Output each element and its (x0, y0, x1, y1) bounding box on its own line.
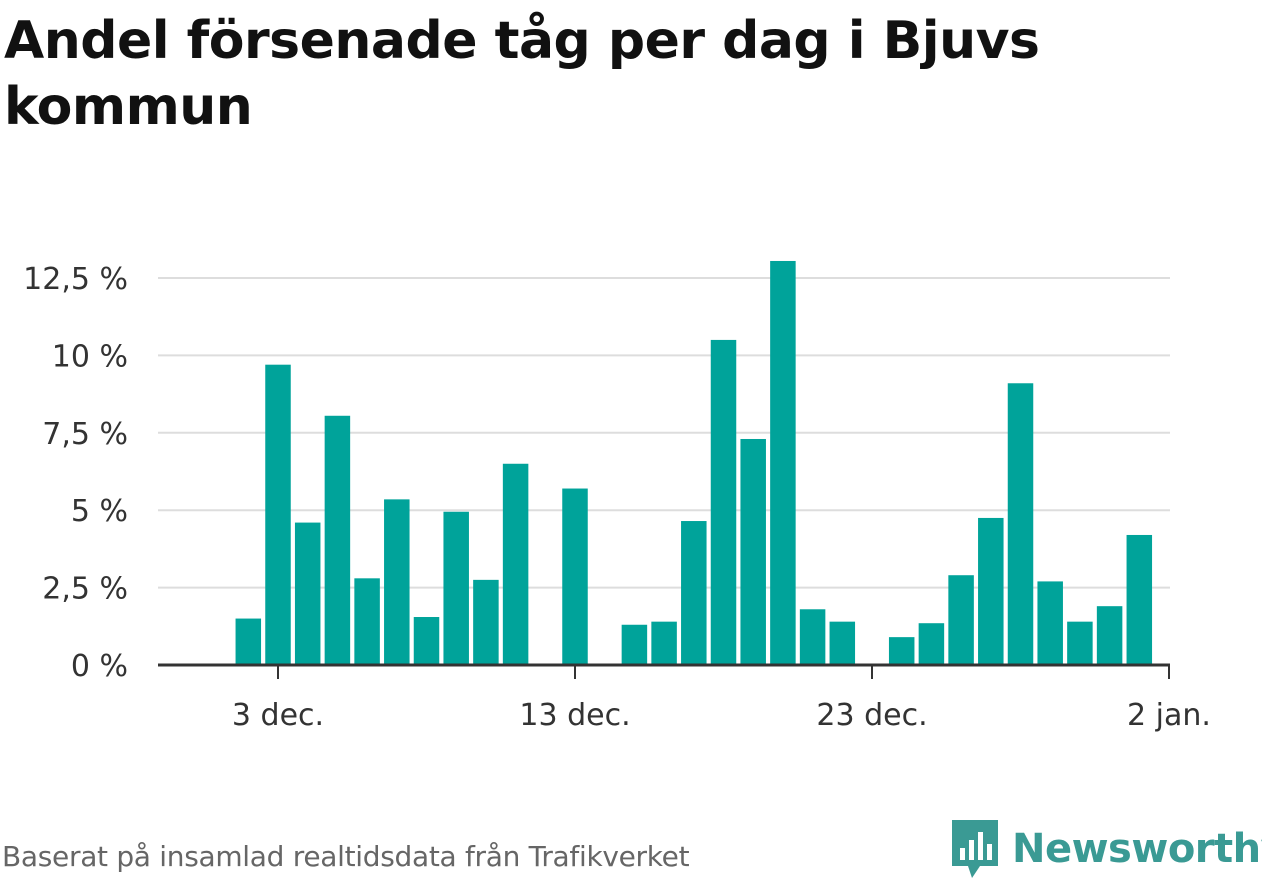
bar (1096, 606, 1123, 665)
bar (651, 621, 677, 665)
bar (235, 618, 262, 665)
bar (1067, 621, 1093, 665)
bar (294, 522, 321, 665)
bar (888, 637, 915, 665)
bar (413, 617, 440, 665)
bar (681, 521, 707, 665)
source-note: Baserat på insamlad realtidsdata från Tr… (2, 840, 690, 873)
newsworthy-logo: Newsworthy (950, 818, 1262, 880)
bar (1007, 383, 1034, 665)
bar (562, 488, 588, 665)
bar (473, 579, 499, 665)
bar (948, 575, 974, 665)
chart-title: Andel försenade tåg per dag i Bjuvs komm… (4, 11, 1040, 137)
x-axis: 3 dec. 13 dec. 23 dec. 2 jan. (158, 663, 1211, 733)
y-tick-label: 12,5 % (23, 262, 128, 297)
bar (502, 463, 529, 665)
bar (1126, 534, 1153, 665)
bar (443, 511, 469, 665)
bar-chart: 0 % 2,5 % 5 % 7,5 % 10 % 12,5 % 3 dec. 13 dec.… (23, 260, 1211, 733)
bar (384, 499, 410, 665)
bar (770, 260, 796, 665)
bar (740, 438, 766, 665)
bar (265, 364, 291, 665)
bar (354, 578, 380, 665)
y-axis-labels: 0 % 2,5 % 5 % 7,5 % 10 % 12,5 % (23, 262, 128, 684)
logo-text: Newsworthy (1012, 826, 1262, 872)
x-tick-label: 23 dec. (816, 698, 927, 733)
bar-chart-speech-bubble-icon (952, 820, 998, 878)
x-tick-label: 3 dec. (232, 698, 324, 733)
y-tick-label: 5 % (71, 494, 128, 529)
bar (621, 624, 648, 665)
bar (324, 415, 351, 665)
x-tick-label: 2 jan. (1127, 698, 1211, 733)
bar (710, 339, 737, 665)
y-tick-label: 7,5 % (42, 417, 128, 452)
y-tick-label: 2,5 % (42, 572, 128, 607)
y-tick-label: 0 % (71, 649, 128, 684)
bar (799, 609, 826, 665)
y-tick-label: 10 % (52, 339, 128, 374)
bars (235, 260, 1153, 665)
bar (978, 517, 1004, 665)
bar (1037, 581, 1063, 665)
bar (918, 623, 945, 665)
x-tick-label: 13 dec. (519, 698, 630, 733)
bar (829, 621, 856, 665)
